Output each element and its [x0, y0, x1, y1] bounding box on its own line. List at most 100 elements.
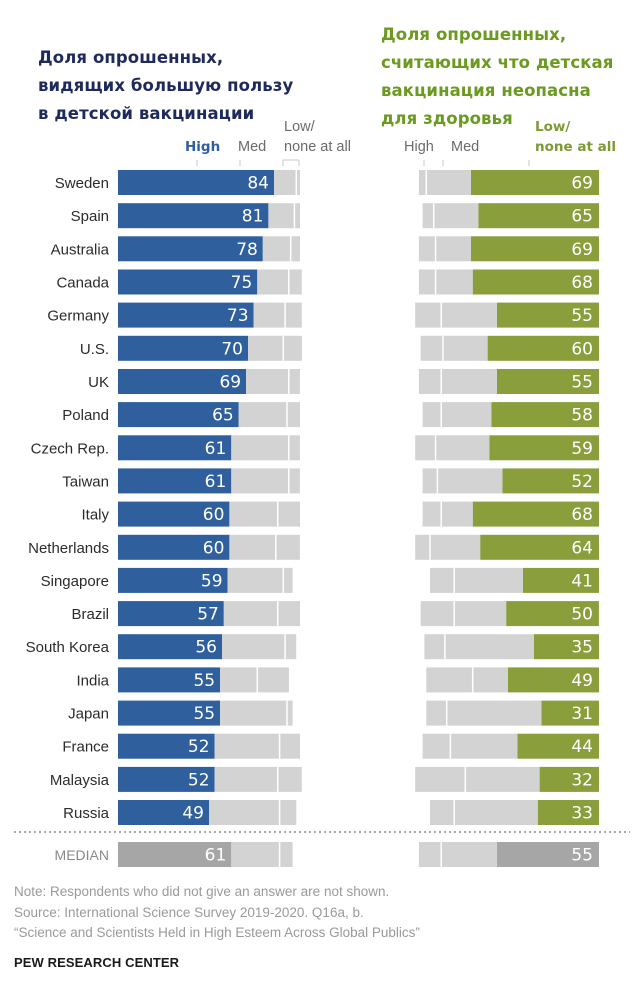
bar-value-label: 55	[571, 372, 593, 392]
bar-med	[229, 534, 276, 560]
bar-high	[415, 435, 436, 461]
bar-high	[118, 302, 254, 328]
bar-high	[118, 369, 247, 394]
bar-low	[487, 335, 599, 361]
bar-value-label: 61	[205, 439, 227, 459]
bar-value-label: 78	[236, 240, 258, 260]
bar-med	[441, 501, 473, 527]
bar-value-label: 49	[571, 671, 593, 691]
bar-low	[508, 667, 599, 693]
bar-low	[491, 402, 599, 428]
bar-med	[222, 634, 286, 660]
bar-med	[435, 269, 473, 295]
bar-high	[422, 402, 442, 428]
bar-high	[118, 501, 230, 527]
bar-low	[517, 733, 599, 759]
bar-med	[446, 700, 542, 726]
bar-med	[274, 170, 297, 195]
bar-low	[478, 203, 599, 229]
country-label: Netherlands	[28, 540, 109, 557]
bar-low	[522, 567, 599, 593]
bar-high	[420, 601, 455, 627]
bar-med	[435, 435, 490, 461]
bar-high	[422, 203, 434, 229]
country-label: Poland	[62, 407, 109, 424]
bar-med	[444, 634, 534, 660]
bar-value-label: 75	[231, 273, 253, 293]
bar-med	[257, 269, 289, 295]
footnote-note: Note: Respondents who did not give an an…	[14, 884, 390, 899]
bar-low	[541, 700, 599, 726]
bar-low	[472, 269, 599, 295]
bar-high	[430, 567, 455, 593]
bar-med	[437, 468, 503, 494]
bar-value-label: 52	[188, 770, 210, 790]
bar-med	[454, 601, 507, 627]
bar-med	[220, 700, 287, 726]
bar-high	[118, 435, 232, 461]
left-legend-high: High	[185, 139, 221, 155]
bar-med	[465, 766, 540, 792]
bar-high	[418, 269, 436, 295]
bar-value-label: 65	[571, 207, 593, 227]
bar-med	[253, 302, 286, 328]
bar-low	[489, 435, 599, 461]
bar-med	[472, 667, 508, 693]
country-label: France	[62, 739, 109, 756]
median-bar-low	[496, 842, 599, 867]
country-label: India	[76, 672, 109, 689]
bar-low	[480, 534, 599, 560]
country-label: Russia	[63, 805, 110, 822]
country-label: UK	[88, 374, 109, 391]
country-label: Canada	[56, 274, 109, 291]
bar-high	[118, 402, 239, 428]
bar-high	[118, 236, 263, 262]
bar-med	[443, 335, 488, 361]
bar-value-label: 60	[571, 339, 593, 359]
bar-high	[418, 170, 427, 195]
bar-high	[118, 269, 258, 295]
bar-value-label: 69	[571, 240, 593, 260]
footnote-report-title: “Science and Scientists Held in High Est…	[14, 925, 420, 940]
bar-med	[430, 534, 481, 560]
bar-high	[418, 369, 442, 394]
bar-high	[118, 667, 221, 693]
bar-value-label: 52	[571, 472, 593, 492]
country-label: Singapore	[41, 573, 109, 590]
bar-high	[118, 700, 221, 726]
bar-low	[539, 766, 599, 792]
bar-low	[506, 601, 599, 627]
bar-value-label: 68	[571, 273, 593, 293]
left-legend-low-line1: Low/	[284, 119, 315, 135]
bar-high	[118, 468, 232, 494]
bar-value-label: 60	[203, 538, 225, 558]
bar-low	[277, 766, 302, 792]
bar-med	[246, 369, 289, 394]
bar-low	[288, 369, 300, 394]
bar-med	[227, 567, 284, 593]
bar-value-label: 69	[219, 372, 241, 392]
bar-med	[214, 766, 278, 792]
right-title-line: считающих что детская	[381, 53, 614, 72]
bar-med	[433, 203, 479, 229]
bar-high	[430, 800, 455, 825]
bar-high	[415, 534, 431, 560]
bar-value-label: 56	[195, 638, 217, 658]
bar-low	[502, 468, 599, 494]
bar-med	[214, 733, 280, 759]
right-legend-low-line1: Low/	[535, 119, 571, 135]
bar-high	[118, 335, 248, 361]
bar-value-label: 58	[571, 406, 593, 426]
country-label: Japan	[68, 706, 109, 723]
bar-low	[285, 634, 297, 660]
bar-high	[415, 766, 466, 792]
bar-high	[422, 468, 438, 494]
bar-value-label: 61	[205, 472, 227, 492]
median-value-label: 55	[571, 846, 593, 866]
country-label: U.S.	[80, 341, 109, 358]
bar-med	[229, 501, 278, 527]
pew-research-center-logo: PEW RESEARCH CENTER	[14, 955, 180, 970]
bar-value-label: 50	[571, 605, 593, 625]
stacked-bar-chart: Sweden 84 69 Spain 81 65 Australia 78 69 Canada 75…	[14, 159, 630, 867]
right-legend-med: Med	[451, 139, 480, 155]
